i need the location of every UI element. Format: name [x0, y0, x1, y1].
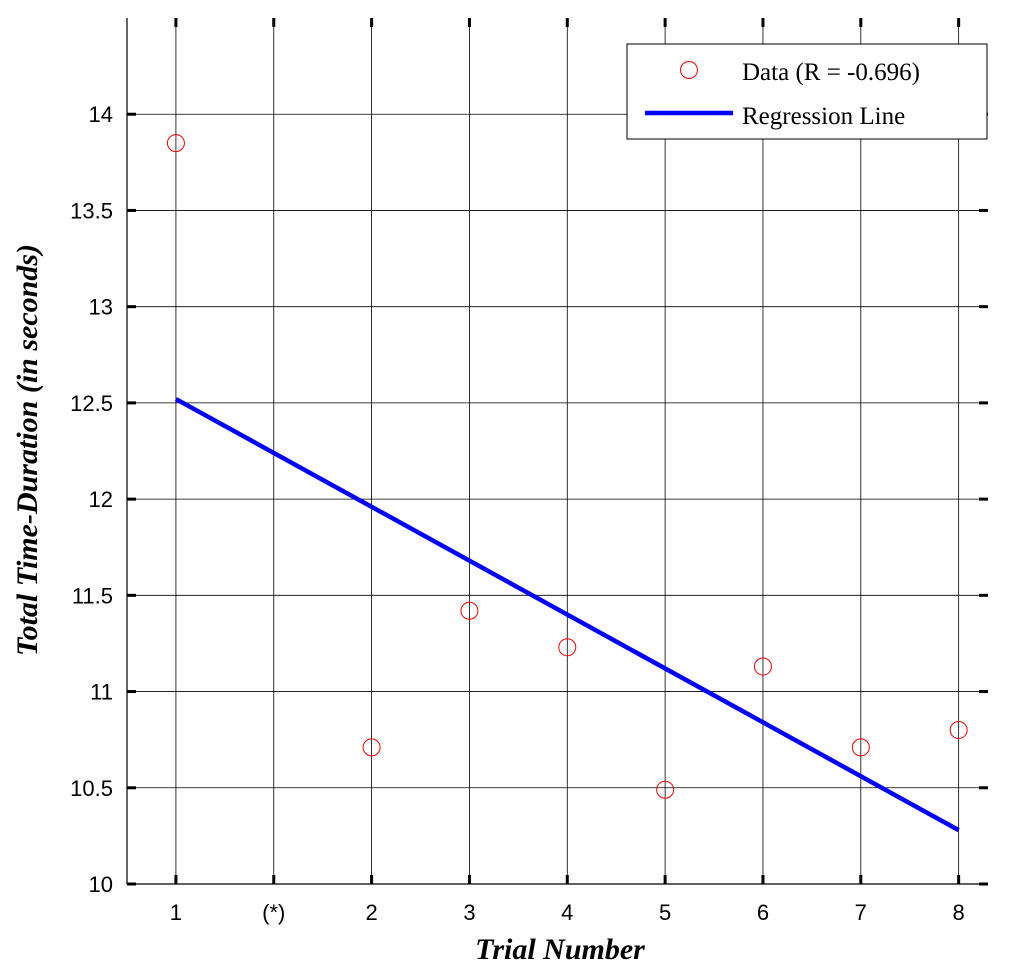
x-tick-label: 6 — [757, 900, 769, 925]
regression-line — [174, 397, 960, 833]
y-tick-label: 13 — [89, 295, 113, 320]
y-tick-labels: 10 10.5 11 11.5 12 12.5 13 13.5 14 — [70, 102, 113, 897]
y-tick-label: 14 — [89, 102, 113, 127]
y-tick-label: 11 — [90, 680, 113, 705]
x-tick-label: 1 — [170, 900, 182, 925]
legend-label-data: Data (R = -0.696) — [742, 59, 920, 86]
x-tick-label: 4 — [561, 900, 573, 925]
x-axis-title: Trial Number — [475, 933, 645, 966]
x-tick-labels: 1 (*) 2 3 4 5 6 7 8 — [170, 900, 965, 925]
x-tick-label: (*) — [262, 900, 285, 925]
data-point — [558, 638, 577, 657]
x-tick-label: 2 — [365, 900, 377, 925]
plot-axes — [126, 18, 988, 886]
data-point — [949, 721, 968, 740]
legend-label-regression: Regression Line — [742, 103, 905, 130]
x-tick-label: 7 — [855, 900, 867, 925]
legend: Data (R = -0.696) Regression Line — [626, 43, 988, 140]
data-point — [753, 657, 772, 676]
x-tick-label: 8 — [953, 900, 965, 925]
y-tick-label: 11.5 — [72, 583, 113, 608]
data-point — [460, 601, 479, 620]
y-tick-label: 10 — [89, 872, 113, 897]
legend-data-marker — [680, 61, 698, 79]
x-tick-label: 3 — [463, 900, 475, 925]
y-tick-label: 10.5 — [70, 776, 113, 801]
x-tick-label: 5 — [659, 900, 671, 925]
data-series — [166, 134, 968, 833]
data-point — [656, 780, 675, 799]
grid-lines — [127, 18, 988, 885]
data-point — [362, 738, 381, 757]
data-point — [851, 738, 870, 757]
y-tick-label: 12.5 — [70, 391, 113, 416]
y-tick-label: 12 — [89, 487, 113, 512]
y-axis-title: Total Time-Duration (in seconds) — [11, 244, 44, 656]
y-tick-label: 13.5 — [70, 198, 113, 223]
legend-box — [626, 43, 988, 140]
data-point — [166, 134, 185, 153]
